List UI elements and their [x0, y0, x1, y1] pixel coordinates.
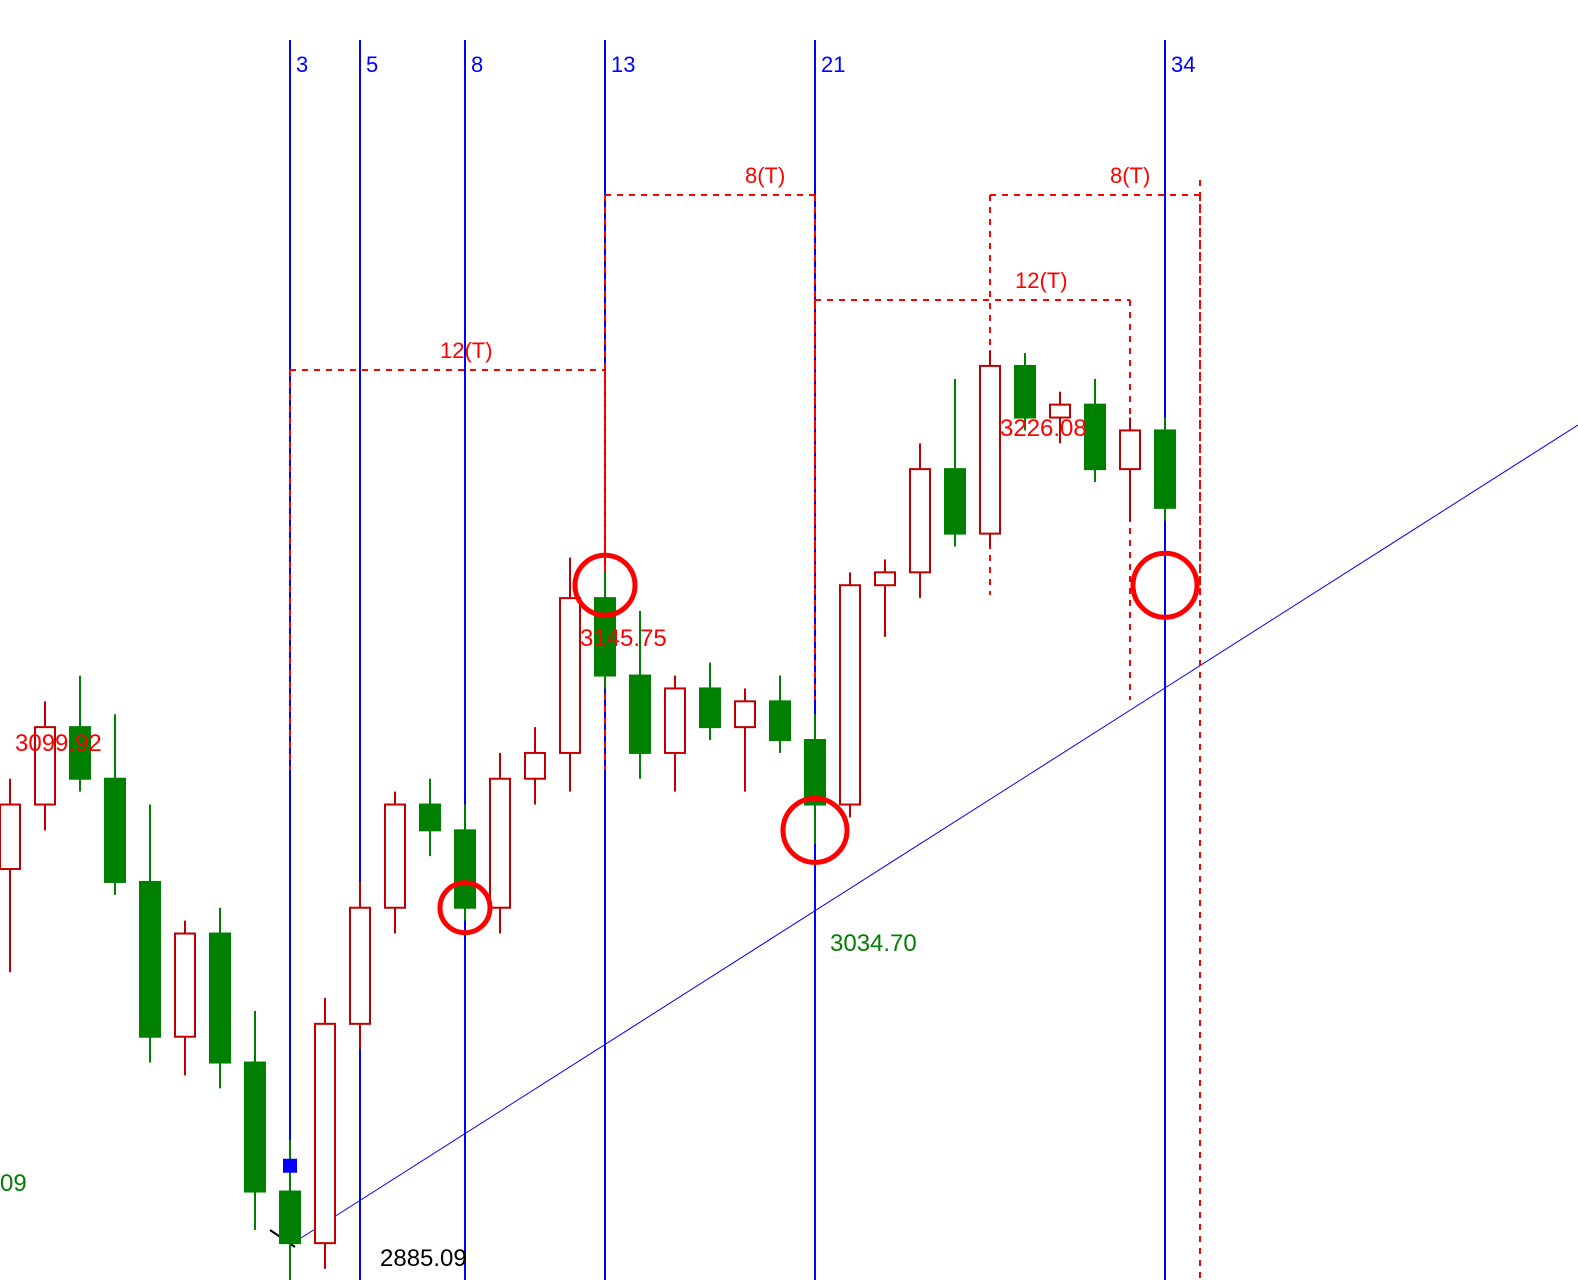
price-label: 09 [0, 1170, 27, 1198]
fib-line-label: 34 [1171, 52, 1195, 78]
time-bracket-label: 12(T) [440, 338, 493, 364]
price-label: 3034.70 [830, 930, 917, 958]
fib-line-label: 5 [366, 52, 378, 78]
price-label: 3099.92 [15, 730, 102, 758]
fib-line-label: 3 [296, 52, 308, 78]
time-bracket-label: 12(T) [1015, 268, 1068, 294]
price-label: 3145.75 [580, 625, 667, 653]
time-bracket-label: 8(T) [1110, 163, 1150, 189]
fib-line-label: 13 [611, 52, 635, 78]
fib-line-label: 8 [471, 52, 483, 78]
price-label: 3226.08 [1000, 415, 1087, 443]
fib-line-label: 21 [821, 52, 845, 78]
time-bracket-label: 8(T) [745, 163, 785, 189]
price-label: 2885.09 [380, 1245, 467, 1273]
chart-svg [0, 0, 1578, 1280]
candlestick-chart: 3 5 8 13 21 34 12(T) 8(T) 8(T) 12(T) 3099.92 09 2885… [0, 0, 1578, 1280]
